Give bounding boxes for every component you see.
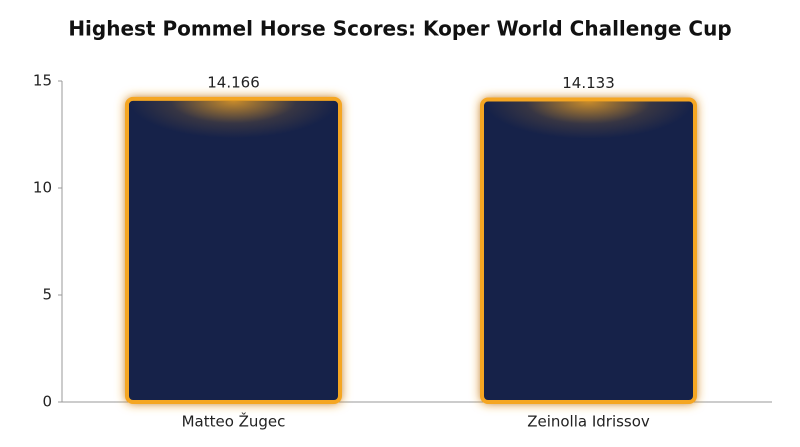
bar-highlight: [484, 101, 693, 177]
y-tick-label: 10: [33, 179, 52, 197]
x-tick-label: Zeinolla Idrissov: [527, 413, 650, 431]
y-tick-label: 15: [33, 72, 52, 90]
value-label: 14.133: [562, 74, 615, 92]
x-tick-label: Matteo Žugec: [182, 412, 286, 431]
bar-highlight: [129, 100, 338, 176]
y-tick-label: 0: [42, 393, 52, 411]
chart-title: Highest Pommel Horse Scores: Koper World…: [68, 17, 731, 41]
y-tick-label: 5: [42, 286, 52, 304]
value-label: 14.166: [207, 73, 260, 91]
